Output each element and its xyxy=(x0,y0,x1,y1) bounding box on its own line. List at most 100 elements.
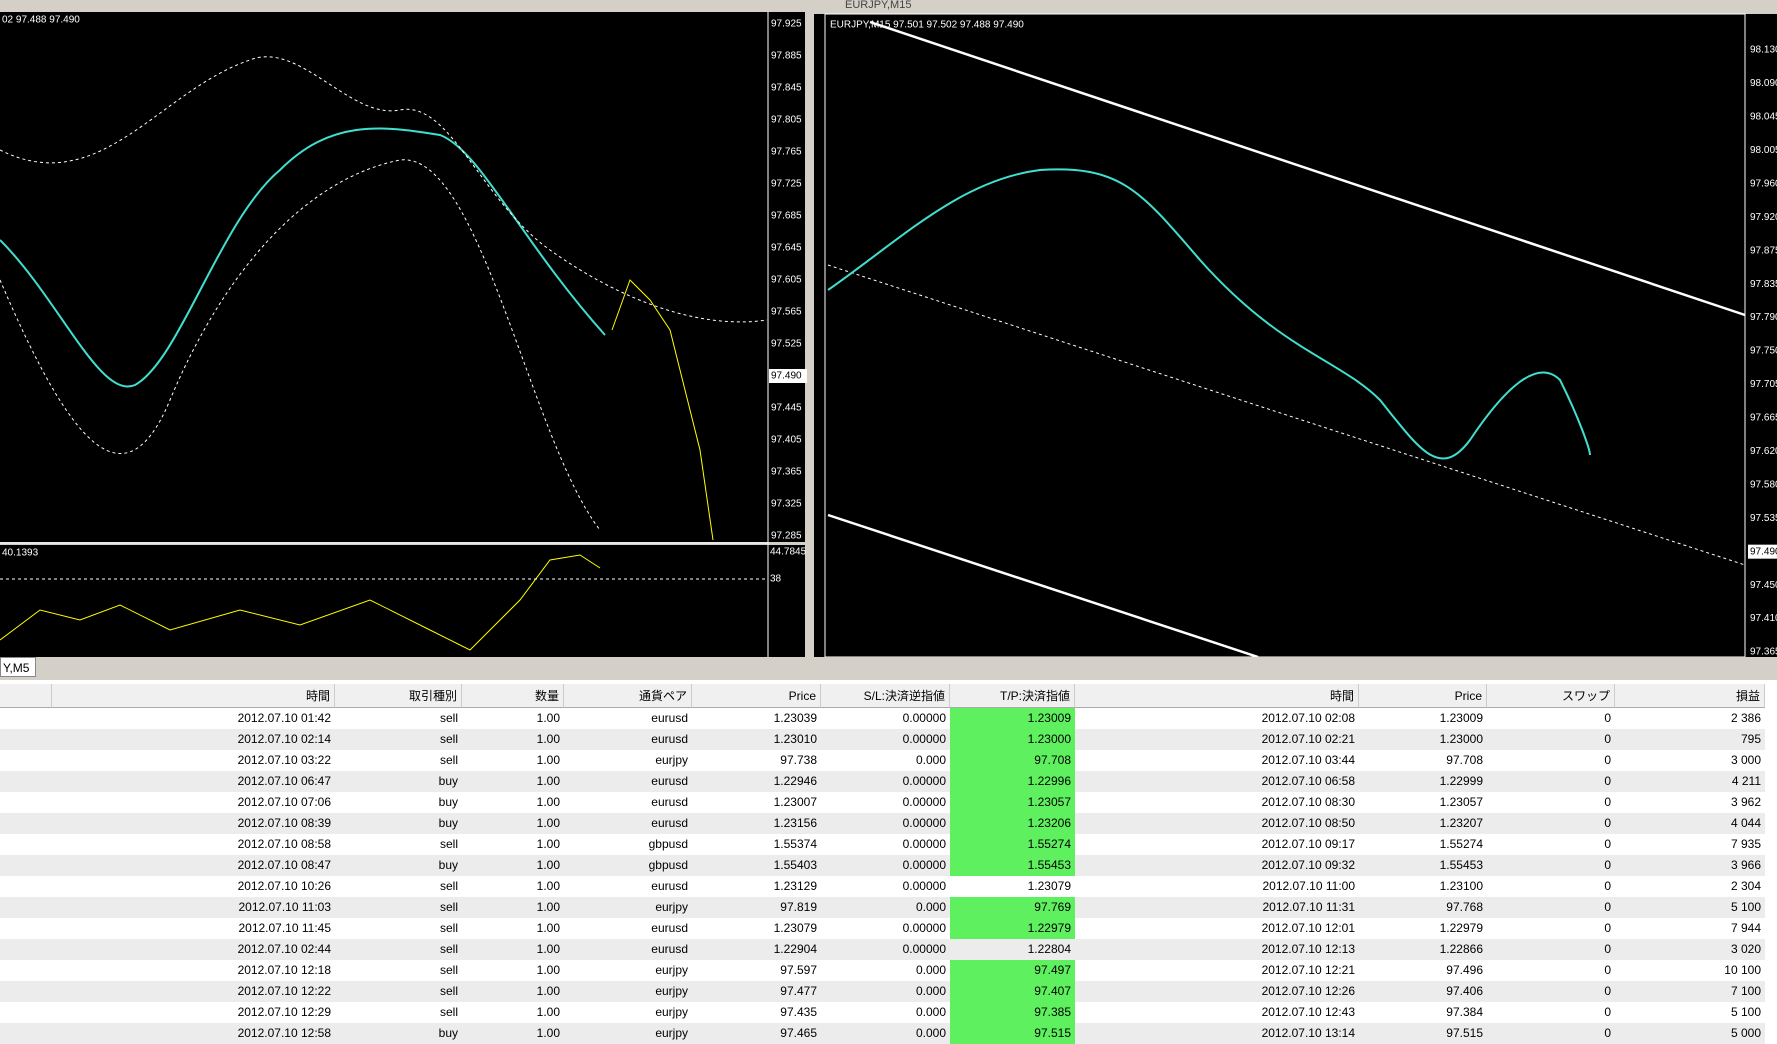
price-label: 97.805 xyxy=(771,115,802,126)
row-blank xyxy=(0,792,52,813)
table-cell: buy xyxy=(335,813,462,834)
table-cell: 2012.07.10 12:29 xyxy=(52,1002,335,1023)
table-cell: 1.22804 xyxy=(950,939,1075,960)
table-cell: 0.00000 xyxy=(821,918,950,939)
row-blank xyxy=(0,771,52,792)
table-cell: 1.00 xyxy=(462,960,564,981)
column-header: スワップ xyxy=(1487,684,1615,708)
price-label: 97.685 xyxy=(771,211,802,222)
price-label: 97.925 xyxy=(771,19,802,30)
table-cell: 10 100 xyxy=(1615,960,1765,981)
price-label: 97.285 xyxy=(771,531,802,542)
table-cell: 1.00 xyxy=(462,939,564,960)
table-cell: eurjpy xyxy=(564,1002,692,1023)
row-blank xyxy=(0,918,52,939)
table-cell: 1.00 xyxy=(462,771,564,792)
table-cell: 97.597 xyxy=(692,960,821,981)
row-blank xyxy=(0,708,52,729)
table-cell: 2012.07.10 06:47 xyxy=(52,771,335,792)
price-label: 97.875 xyxy=(1750,245,1777,256)
table-cell: eurjpy xyxy=(564,981,692,1002)
lagging-span xyxy=(611,279,714,541)
column-header: 数量 xyxy=(462,684,564,708)
table-cell: 0 xyxy=(1487,981,1615,1002)
table-cell: 1.22866 xyxy=(1359,939,1487,960)
table-cell: 0.00000 xyxy=(821,792,950,813)
price-label: 98.045 xyxy=(1750,112,1777,123)
price-label: 97.605 xyxy=(771,275,802,286)
chart-tab[interactable]: Y,M5 xyxy=(0,657,36,677)
table-cell: 2012.07.10 02:08 xyxy=(1075,708,1359,729)
table-cell: 2012.07.10 12:13 xyxy=(1075,939,1359,960)
table-cell: buy xyxy=(335,855,462,876)
table-cell: 2012.07.10 09:32 xyxy=(1075,855,1359,876)
table-cell: 97.385 xyxy=(950,1002,1075,1023)
table-cell: 1.00 xyxy=(462,918,564,939)
table-cell: 2012.07.10 12:43 xyxy=(1075,1002,1359,1023)
table-cell: 1.22979 xyxy=(1359,918,1487,939)
table-cell: 0.00000 xyxy=(821,729,950,750)
table-cell: 3 000 xyxy=(1615,750,1765,771)
table-cell: 4 044 xyxy=(1615,813,1765,834)
table-cell: eurjpy xyxy=(564,897,692,918)
table-cell: sell xyxy=(335,1002,462,1023)
current-price-box xyxy=(769,369,807,383)
table-cell: 2012.07.10 02:14 xyxy=(52,729,335,750)
table-cell: 97.769 xyxy=(950,897,1075,918)
table-cell: 1.22979 xyxy=(950,918,1075,939)
price-label: 97.580 xyxy=(1750,479,1777,490)
column-header: Price xyxy=(692,684,821,708)
table-cell: 0 xyxy=(1487,834,1615,855)
row-blank xyxy=(0,750,52,771)
table-cell: 0 xyxy=(1487,918,1615,939)
trend-line xyxy=(827,264,1746,566)
table-cell: 2012.07.10 01:42 xyxy=(52,708,335,729)
table-cell: 0.00000 xyxy=(821,834,950,855)
table-cell: 2012.07.10 12:58 xyxy=(52,1023,335,1044)
column-header: 時間 xyxy=(52,684,335,708)
table-cell: 1.00 xyxy=(462,1023,564,1044)
table-cell: 0 xyxy=(1487,771,1615,792)
price-label: 97.885 xyxy=(771,51,802,62)
table-cell: 1.23000 xyxy=(1359,729,1487,750)
table-cell: eurusd xyxy=(564,708,692,729)
table-cell: 0 xyxy=(1487,813,1615,834)
table-cell: sell xyxy=(335,729,462,750)
table-cell: 1.00 xyxy=(462,750,564,771)
table-cell: eurusd xyxy=(564,771,692,792)
column-header: 通貨ペア xyxy=(564,684,692,708)
table-cell: 0.00000 xyxy=(821,708,950,729)
table-cell: 97.708 xyxy=(950,750,1075,771)
table-cell: 1.23039 xyxy=(692,708,821,729)
table-cell: 0.000 xyxy=(821,750,950,771)
table-cell: 2 386 xyxy=(1615,708,1765,729)
table-cell: 1.55453 xyxy=(1359,855,1487,876)
table-cell: 2 304 xyxy=(1615,876,1765,897)
table-cell: 1.22904 xyxy=(692,939,821,960)
table-cell: 1.00 xyxy=(462,729,564,750)
row-blank xyxy=(0,1023,52,1044)
table-cell: 2012.07.10 02:44 xyxy=(52,939,335,960)
table-cell: sell xyxy=(335,918,462,939)
indicator-line xyxy=(0,554,601,651)
price-label: 97.750 xyxy=(1750,346,1777,357)
table-cell: 1.00 xyxy=(462,792,564,813)
table-cell: 1.23100 xyxy=(1359,876,1487,897)
table-cell: 0 xyxy=(1487,750,1615,771)
price-label: 97.960 xyxy=(1750,178,1777,189)
table-cell: 0 xyxy=(1487,1023,1615,1044)
table-cell: sell xyxy=(335,939,462,960)
table-cell: 2012.07.10 11:03 xyxy=(52,897,335,918)
table-cell: 97.435 xyxy=(692,1002,821,1023)
table-cell: 1.00 xyxy=(462,876,564,897)
table-cell: 7 100 xyxy=(1615,981,1765,1002)
table-cell: 7 935 xyxy=(1615,834,1765,855)
column-header: T/P:決済指値 xyxy=(950,684,1075,708)
column-header: S/L:決済逆指値 xyxy=(821,684,950,708)
table-cell: 97.497 xyxy=(950,960,1075,981)
table-cell: 0 xyxy=(1487,897,1615,918)
table-cell: eurusd xyxy=(564,918,692,939)
price-label: 97.920 xyxy=(1750,212,1777,223)
table-cell: 0.000 xyxy=(821,981,950,1002)
table-cell: 0.00000 xyxy=(821,813,950,834)
